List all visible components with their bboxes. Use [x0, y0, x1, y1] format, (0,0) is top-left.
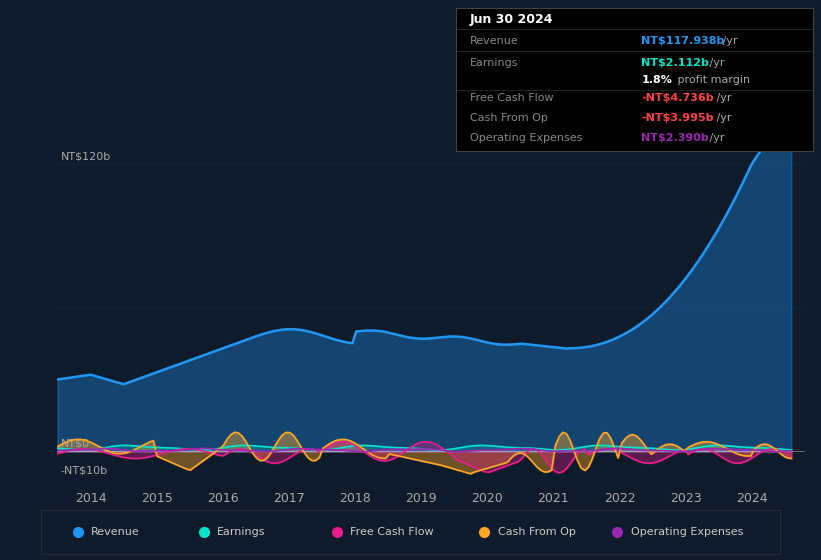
Text: NT$0: NT$0: [61, 439, 90, 449]
Text: NT$117.938b: NT$117.938b: [641, 36, 725, 46]
Text: NT$2.390b: NT$2.390b: [641, 133, 709, 143]
Text: Free Cash Flow: Free Cash Flow: [350, 527, 433, 537]
Text: Operating Expenses: Operating Expenses: [470, 133, 582, 143]
Text: Earnings: Earnings: [217, 527, 265, 537]
Text: Earnings: Earnings: [470, 58, 518, 68]
Text: Revenue: Revenue: [470, 36, 519, 46]
Text: -NT$4.736b: -NT$4.736b: [641, 94, 714, 104]
Text: NT$2.112b: NT$2.112b: [641, 58, 709, 68]
Text: 1.8%: 1.8%: [641, 75, 672, 85]
Text: Free Cash Flow: Free Cash Flow: [470, 94, 553, 104]
Text: Revenue: Revenue: [91, 527, 140, 537]
Text: /yr: /yr: [719, 36, 738, 46]
Text: /yr: /yr: [713, 113, 732, 123]
Text: Cash From Op: Cash From Op: [470, 113, 548, 123]
Text: -NT$3.995b: -NT$3.995b: [641, 113, 714, 123]
Text: /yr: /yr: [713, 94, 732, 104]
Text: /yr: /yr: [706, 58, 725, 68]
Text: -NT$10b: -NT$10b: [61, 465, 108, 475]
Text: Cash From Op: Cash From Op: [498, 527, 576, 537]
Text: Operating Expenses: Operating Expenses: [631, 527, 743, 537]
Text: profit margin: profit margin: [674, 75, 750, 85]
Text: NT$120b: NT$120b: [61, 152, 111, 161]
Text: /yr: /yr: [706, 133, 725, 143]
Text: Jun 30 2024: Jun 30 2024: [470, 13, 553, 26]
